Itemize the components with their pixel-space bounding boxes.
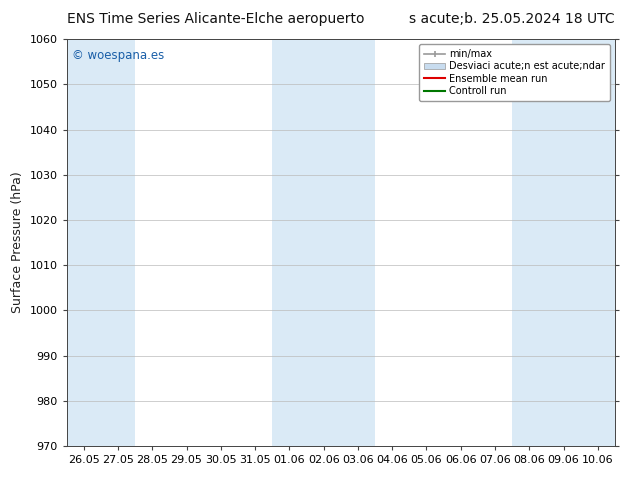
Bar xyxy=(547,39,581,446)
Text: s acute;b. 25.05.2024 18 UTC: s acute;b. 25.05.2024 18 UTC xyxy=(410,12,615,26)
Text: ENS Time Series Alicante-Elche aeropuerto: ENS Time Series Alicante-Elche aeropuert… xyxy=(67,12,364,26)
Bar xyxy=(306,39,341,446)
Bar xyxy=(581,39,615,446)
Y-axis label: Surface Pressure (hPa): Surface Pressure (hPa) xyxy=(11,172,24,314)
Legend: min/max, Desviaci acute;n est acute;ndar, Ensemble mean run, Controll run: min/max, Desviaci acute;n est acute;ndar… xyxy=(419,44,610,101)
Bar xyxy=(101,39,135,446)
Bar xyxy=(272,39,306,446)
Bar xyxy=(512,39,547,446)
Bar xyxy=(341,39,375,446)
Bar xyxy=(67,39,101,446)
Text: © woespana.es: © woespana.es xyxy=(72,49,164,62)
